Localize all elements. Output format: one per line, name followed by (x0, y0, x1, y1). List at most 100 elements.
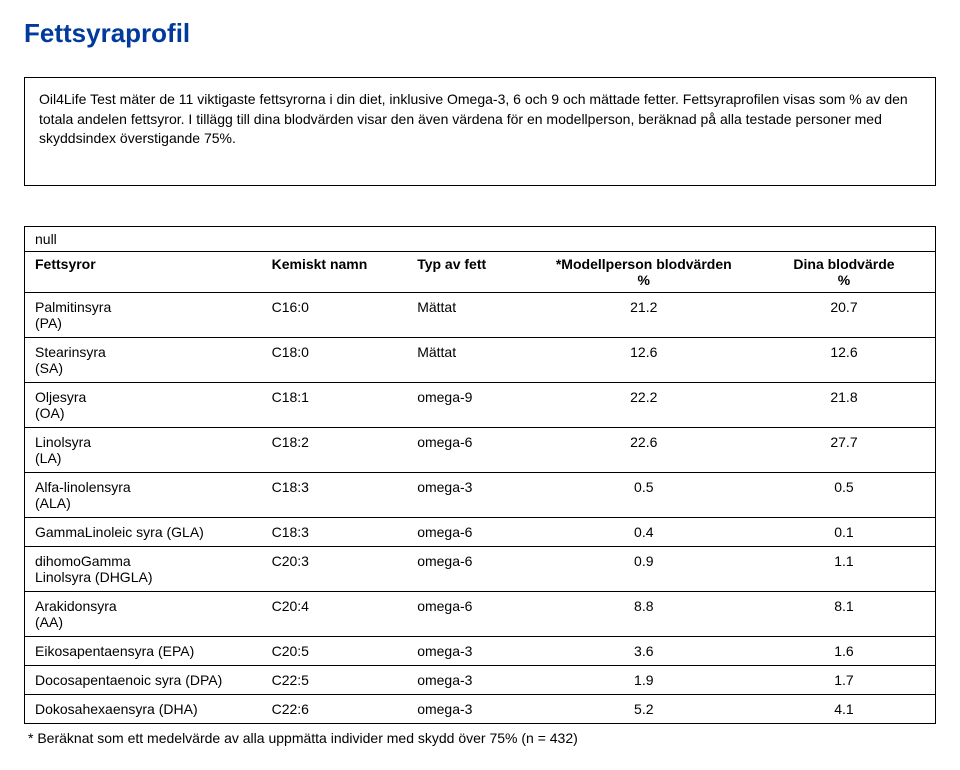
cell-chem: C18:2 (262, 427, 408, 472)
table-row: Alfa-linolensyra(ALA)C18:3omega-30.50.5 (25, 472, 935, 517)
cell-yours: 20.7 (753, 292, 935, 337)
cell-name-main: Linolsyra (35, 434, 91, 450)
cell-yours: 0.5 (753, 472, 935, 517)
cell-yours: 0.1 (753, 517, 935, 546)
table-row: Oljesyra(OA)C18:1omega-922.221.8 (25, 382, 935, 427)
table-row: dihomoGammaLinolsyra (DHGLA)C20:3omega-6… (25, 546, 935, 591)
fatty-acid-table-box: null Fettsyror Kemiskt namn Typ av fett … (24, 226, 936, 724)
cell-chem: C20:3 (262, 546, 408, 591)
cell-type: omega-6 (407, 427, 534, 472)
header-chem: Kemiskt namn (262, 252, 408, 293)
cell-name-sub: (PA) (35, 315, 252, 331)
header-name: Fettsyror (25, 252, 262, 293)
cell-name-sub: (LA) (35, 450, 252, 466)
cell-yours: 27.7 (753, 427, 935, 472)
cell-name: Stearinsyra(SA) (25, 337, 262, 382)
header-type: Typ av fett (407, 252, 534, 293)
cell-name-sub: (AA) (35, 614, 252, 630)
cell-model: 5.2 (535, 694, 753, 723)
cell-name-main: dihomoGamma (35, 553, 131, 569)
page-title: Fettsyraprofil (24, 18, 936, 49)
cell-model: 0.9 (535, 546, 753, 591)
cell-chem: C22:5 (262, 665, 408, 694)
cell-yours: 4.1 (753, 694, 935, 723)
cell-type: omega-3 (407, 472, 534, 517)
cell-name: Oljesyra(OA) (25, 382, 262, 427)
cell-name-sub: (ALA) (35, 495, 252, 511)
cell-yours: 21.8 (753, 382, 935, 427)
cell-model: 12.6 (535, 337, 753, 382)
table-row: Palmitinsyra(PA)C16:0Mättat21.220.7 (25, 292, 935, 337)
cell-type: Mättat (407, 292, 534, 337)
cell-type: Mättat (407, 337, 534, 382)
header-yours: Dina blodvärde % (753, 252, 935, 293)
cell-name: Linolsyra(LA) (25, 427, 262, 472)
cell-name-main: Alfa-linolensyra (35, 479, 131, 495)
intro-text: Oil4Life Test mäter de 11 viktigaste fet… (39, 91, 908, 146)
cell-name-main: GammaLinoleic syra (GLA) (35, 524, 204, 540)
cell-name-main: Arakidonsyra (35, 598, 117, 614)
cell-chem: C18:3 (262, 472, 408, 517)
cell-chem: C18:0 (262, 337, 408, 382)
cell-name-sub: (SA) (35, 360, 252, 376)
cell-name-sub: (OA) (35, 405, 252, 421)
cell-name: Dokosahexaensyra (DHA) (25, 694, 262, 723)
cell-chem: C16:0 (262, 292, 408, 337)
cell-model: 3.6 (535, 636, 753, 665)
cell-name-main: Docosapentaenoic syra (DPA) (35, 672, 222, 688)
cell-name-main: Dokosahexaensyra (DHA) (35, 701, 198, 717)
cell-model: 1.9 (535, 665, 753, 694)
cell-yours: 8.1 (753, 591, 935, 636)
cell-yours: 1.7 (753, 665, 935, 694)
header-model: *Modellperson blodvärden % (535, 252, 753, 293)
cell-type: omega-6 (407, 517, 534, 546)
cell-name: GammaLinoleic syra (GLA) (25, 517, 262, 546)
cell-model: 21.2 (535, 292, 753, 337)
cell-yours: 12.6 (753, 337, 935, 382)
cell-model: 0.5 (535, 472, 753, 517)
cell-name-main: Stearinsyra (35, 344, 106, 360)
header-model-sub: % (638, 272, 650, 288)
page: Fettsyraprofil Oil4Life Test mäter de 11… (0, 0, 960, 770)
header-yours-sub: % (838, 272, 850, 288)
null-label: null (25, 227, 935, 252)
cell-name: Alfa-linolensyra(ALA) (25, 472, 262, 517)
cell-name: dihomoGammaLinolsyra (DHGLA) (25, 546, 262, 591)
table-row: GammaLinoleic syra (GLA) C18:3omega-60.40… (25, 517, 935, 546)
cell-type: omega-6 (407, 546, 534, 591)
cell-model: 22.2 (535, 382, 753, 427)
table-row: Docosapentaenoic syra (DPA)C22:5omega-31… (25, 665, 935, 694)
table-row: Eikosapentaensyra (EPA) C20:5omega-33.61.… (25, 636, 935, 665)
table-row: Stearinsyra(SA)C18:0Mättat12.612.6 (25, 337, 935, 382)
cell-type: omega-3 (407, 694, 534, 723)
table-body: Palmitinsyra(PA)C16:0Mättat21.220.7Stear… (25, 292, 935, 723)
cell-name-sub: Linolsyra (DHGLA) (35, 569, 252, 585)
cell-type: omega-6 (407, 591, 534, 636)
cell-type: omega-3 (407, 636, 534, 665)
cell-type: omega-3 (407, 665, 534, 694)
cell-name-main: Palmitinsyra (35, 299, 111, 315)
cell-chem: C18:1 (262, 382, 408, 427)
cell-type: omega-9 (407, 382, 534, 427)
cell-name: Palmitinsyra(PA) (25, 292, 262, 337)
cell-name: Arakidonsyra(AA) (25, 591, 262, 636)
cell-model: 0.4 (535, 517, 753, 546)
cell-chem: C20:4 (262, 591, 408, 636)
fatty-acid-table: Fettsyror Kemiskt namn Typ av fett *Mode… (25, 252, 935, 723)
table-row: Linolsyra(LA)C18:2omega-622.627.7 (25, 427, 935, 472)
cell-yours: 1.6 (753, 636, 935, 665)
cell-name: Eikosapentaensyra (EPA) (25, 636, 262, 665)
cell-chem: C20:5 (262, 636, 408, 665)
table-row: Dokosahexaensyra (DHA)C22:6omega-35.24.1 (25, 694, 935, 723)
table-row: Arakidonsyra(AA)C20:4omega-68.88.1 (25, 591, 935, 636)
cell-name-main: Oljesyra (35, 389, 86, 405)
cell-model: 22.6 (535, 427, 753, 472)
intro-box: Oil4Life Test mäter de 11 viktigaste fet… (24, 77, 936, 186)
header-yours-label: Dina blodvärde (793, 256, 894, 272)
table-header-row: Fettsyror Kemiskt namn Typ av fett *Mode… (25, 252, 935, 293)
header-model-label: *Modellperson blodvärden (556, 256, 732, 272)
cell-name: Docosapentaenoic syra (DPA) (25, 665, 262, 694)
cell-name-main: Eikosapentaensyra (EPA) (35, 643, 194, 659)
cell-chem: C18:3 (262, 517, 408, 546)
cell-model: 8.8 (535, 591, 753, 636)
